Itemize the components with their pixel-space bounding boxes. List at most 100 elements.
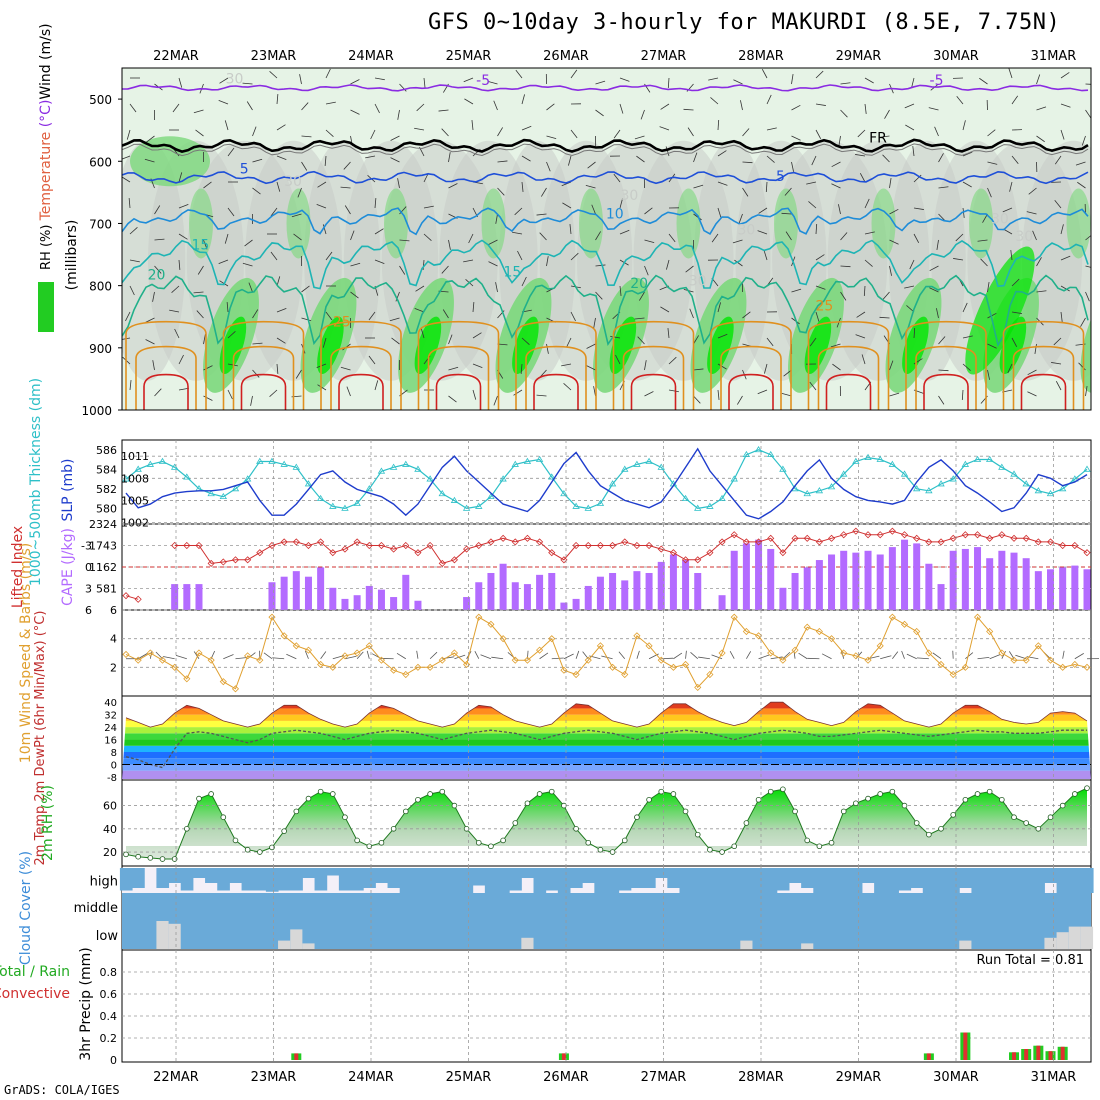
wind-barb bbox=[1026, 211, 1037, 215]
thickness-ylabel: 1000~500mb Thickness (dm) bbox=[28, 378, 44, 586]
li-ytick: -3 bbox=[81, 540, 92, 553]
rh-point bbox=[609, 849, 616, 855]
wind-barb bbox=[144, 158, 155, 163]
contour-arch-inner bbox=[232, 345, 295, 410]
cape-bar bbox=[329, 587, 337, 610]
wind-barb bbox=[442, 309, 449, 319]
cloud-high-bar bbox=[351, 868, 364, 891]
wind-barb bbox=[178, 259, 181, 270]
thickness-point bbox=[827, 483, 836, 490]
thickness-point bbox=[523, 457, 532, 464]
thickness-point bbox=[937, 480, 945, 487]
thickness-point bbox=[1034, 487, 1043, 494]
wind-barb bbox=[1077, 181, 1086, 189]
wind-barb bbox=[683, 108, 694, 111]
precip-ytick: 0.8 bbox=[100, 966, 118, 979]
wind-barb bbox=[815, 311, 820, 322]
precip-conv-bar bbox=[1036, 1045, 1041, 1060]
wind-barb bbox=[301, 285, 310, 293]
wind10-point bbox=[596, 642, 604, 650]
wind10-point bbox=[803, 623, 811, 631]
wind10-point bbox=[353, 649, 361, 657]
wind10-point bbox=[1059, 663, 1067, 671]
rh-point bbox=[877, 791, 884, 797]
wind-barb bbox=[815, 70, 824, 79]
thickness-point bbox=[341, 504, 349, 511]
wind10-point bbox=[426, 663, 434, 671]
rh-point bbox=[378, 839, 385, 846]
precip-ytick: 0.2 bbox=[100, 1032, 118, 1045]
wind10-point bbox=[827, 635, 836, 643]
cloud-low-bar bbox=[168, 923, 181, 949]
contour-arch-inner bbox=[622, 345, 685, 410]
wind-barb bbox=[889, 239, 899, 245]
contour-label: 15 bbox=[191, 238, 209, 254]
wind-barb bbox=[761, 68, 768, 79]
wind10-point bbox=[122, 650, 130, 658]
wind-barb bbox=[766, 127, 777, 131]
li-point bbox=[560, 556, 568, 564]
wind-barb bbox=[593, 386, 596, 397]
wind-barb bbox=[644, 239, 655, 243]
wind-barb bbox=[563, 383, 572, 391]
wind-barb bbox=[539, 232, 547, 241]
wind10-point bbox=[548, 635, 556, 643]
contour-arch-inner bbox=[135, 345, 197, 410]
cloud-high-bar bbox=[1020, 868, 1033, 893]
wind-barb bbox=[809, 337, 817, 347]
wind-barb bbox=[1085, 235, 1091, 241]
wind10-point bbox=[244, 652, 252, 660]
wind-barb bbox=[784, 187, 792, 196]
wind-barb bbox=[857, 129, 866, 138]
rh-point bbox=[536, 791, 543, 797]
rh-point bbox=[1084, 785, 1090, 791]
wind10-point bbox=[986, 627, 994, 636]
wind-barb bbox=[840, 265, 851, 268]
cloud-high-bar bbox=[813, 868, 826, 893]
cape-bar bbox=[548, 572, 556, 610]
wind10-point bbox=[925, 649, 933, 657]
rh-bright-blob bbox=[414, 316, 442, 375]
wind-barb bbox=[1051, 362, 1062, 365]
cloud-high-bar bbox=[424, 868, 437, 893]
wind-barb bbox=[438, 109, 449, 112]
cloud-high-bar bbox=[326, 868, 340, 876]
wind-barb bbox=[1075, 161, 1086, 166]
wind-barb bbox=[742, 311, 751, 319]
cloud-high-bar bbox=[1044, 868, 1058, 883]
slp-panel bbox=[121, 439, 1092, 525]
contour-label: 30 bbox=[226, 72, 244, 88]
precip-bars: 0.8 0.6 0.4 0.2 0 Run Total = 0.81 bbox=[100, 953, 1091, 1067]
rh-point bbox=[646, 796, 652, 803]
li-point bbox=[548, 549, 556, 557]
wind-barb bbox=[536, 213, 547, 216]
wind-barb-10m bbox=[901, 650, 905, 659]
wind-barb bbox=[962, 302, 968, 313]
wind10-point bbox=[475, 613, 483, 621]
contour-25-arch bbox=[222, 320, 305, 410]
wind-barb bbox=[570, 311, 576, 322]
precip-ytick: 0 bbox=[110, 1054, 117, 1067]
wind-barb-10m bbox=[480, 654, 492, 660]
slp-ytick: 1008 bbox=[121, 472, 149, 485]
wind-barb bbox=[145, 317, 155, 323]
li-point bbox=[742, 538, 750, 546]
wind-barb bbox=[586, 365, 596, 371]
wind10-point bbox=[365, 642, 373, 650]
wind-barb bbox=[242, 82, 253, 85]
wind-barb bbox=[570, 129, 578, 139]
wind-barb bbox=[764, 363, 768, 374]
cloud-high-bar bbox=[1068, 868, 1082, 893]
contour-label: 20 bbox=[630, 276, 648, 292]
wind-barb bbox=[1060, 72, 1070, 79]
li-point bbox=[475, 541, 483, 550]
thickness-point bbox=[304, 480, 313, 487]
rh-point bbox=[731, 843, 738, 850]
profile-frame bbox=[121, 67, 1092, 411]
cloud-high-bar bbox=[156, 868, 170, 888]
wind-barb bbox=[203, 181, 212, 189]
wind-barb-10m bbox=[163, 656, 175, 660]
li-point bbox=[706, 549, 714, 557]
wind10-point bbox=[438, 656, 446, 664]
wind10-point bbox=[317, 660, 325, 669]
